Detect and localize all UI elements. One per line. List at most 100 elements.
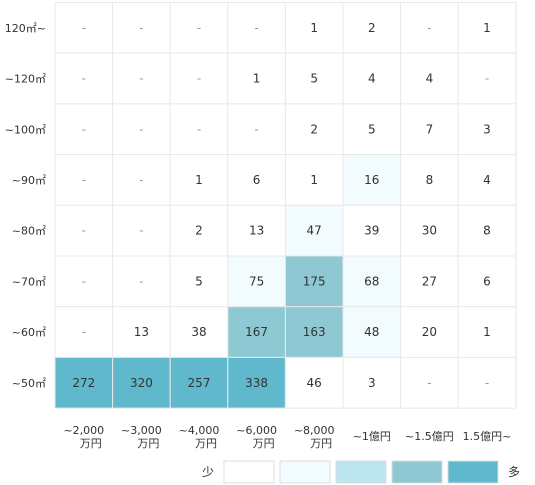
cell-value-label: 175 <box>303 274 326 288</box>
cell-value-label: 320 <box>130 376 153 390</box>
cell-value-label: 13 <box>249 224 264 238</box>
cell-value-label: - <box>197 122 201 136</box>
cell-value-label: - <box>139 122 143 136</box>
legend-swatch <box>447 460 499 484</box>
cell-value-label: - <box>139 274 143 288</box>
legend-low-label: 少 <box>202 465 214 479</box>
column-label-line: ~3,000 <box>121 424 162 437</box>
column-label-line: ~1.5億円 <box>405 430 454 443</box>
cell-value-label: 4 <box>426 72 434 86</box>
cell-value-label: 1 <box>483 325 491 339</box>
heatmap-cell <box>400 2 459 54</box>
cell-value-label: - <box>82 173 86 187</box>
row-label: 120㎡~ <box>5 22 46 35</box>
cell-value-label: 5 <box>368 122 376 136</box>
column-label-line: 万円 <box>195 437 217 450</box>
heatmap-cell <box>54 103 114 156</box>
heatmap-cell <box>169 306 229 358</box>
column-label: ~6,000 万円 <box>236 424 277 450</box>
cell-value-label: 20 <box>422 325 437 339</box>
heatmap-cell <box>400 52 459 105</box>
cell-value-label: - <box>139 173 143 187</box>
cell-value-label: 46 <box>307 376 322 390</box>
cell-value-label: 68 <box>364 274 379 288</box>
heatmap-cell <box>342 2 402 54</box>
column-label-line: ~2,000 <box>63 424 104 437</box>
cell-value-label: 5 <box>195 274 203 288</box>
cell-value-label: 48 <box>364 325 379 339</box>
heatmap-cell <box>112 356 171 409</box>
heatmap-cell <box>284 103 344 156</box>
cell-value-label: 4 <box>368 72 376 86</box>
cell-value-label: 2 <box>195 224 203 238</box>
legend-swatch <box>335 460 387 484</box>
cell-value-label: - <box>485 376 489 390</box>
column-label: 1.5億円~ <box>463 430 512 443</box>
heatmap-cell <box>457 356 517 409</box>
cell-value-label: 2 <box>310 122 318 136</box>
heatmap-cell <box>284 306 344 358</box>
cell-value-label: - <box>82 325 86 339</box>
cell-value-label: 6 <box>483 274 491 288</box>
heatmap-cell <box>54 255 114 308</box>
column-label-line: 万円 <box>253 437 275 450</box>
heatmap-cell <box>342 52 402 105</box>
heatmap-cell <box>457 306 517 358</box>
legend-high-label: 多 <box>508 465 520 479</box>
cell-value-label: - <box>139 21 143 35</box>
cell-value-label: 3 <box>483 122 491 136</box>
column-label-line: ~1億円 <box>353 430 391 443</box>
cell-value-label: 39 <box>364 224 379 238</box>
column-label-line: 万円 <box>137 437 159 450</box>
column-label: ~1億円 <box>353 430 391 443</box>
cell-value-label: 8 <box>426 173 434 187</box>
column-labels: ~2,000 万円~3,000 万円~4,000 万円~6,000 万円~8,000 万円… <box>63 424 511 450</box>
cell-value-label: 75 <box>249 274 264 288</box>
cell-value-label: 1 <box>310 21 318 35</box>
cell-value-label: - <box>427 376 431 390</box>
heatmap-cell <box>227 356 286 409</box>
cell-value-label: 7 <box>426 122 434 136</box>
cell-value-label: - <box>139 224 143 238</box>
cell-value-label: - <box>82 72 86 86</box>
heatmap-cell <box>457 2 517 54</box>
cell-value-label: - <box>82 224 86 238</box>
row-label: ~60㎡ <box>12 326 46 339</box>
cell-value-label: - <box>254 122 258 136</box>
heatmap-cell <box>284 154 344 206</box>
row-label: ~50㎡ <box>12 377 46 390</box>
cell-value-label: 47 <box>307 224 322 238</box>
column-label-line: ~6,000 <box>236 424 277 437</box>
heatmap-cell <box>342 255 402 308</box>
heatmap-cell <box>227 52 286 105</box>
legend: 少多 <box>202 460 520 484</box>
heatmap-cell <box>457 52 517 105</box>
heatmap-cell <box>169 52 229 105</box>
column-label: ~2,000 万円 <box>63 424 104 450</box>
heatmap-cell <box>112 2 171 54</box>
cell-value-label: 38 <box>191 325 206 339</box>
legend-swatch <box>223 460 275 484</box>
cell-value-label: - <box>82 274 86 288</box>
cell-value-label: 8 <box>483 224 491 238</box>
cell-value-label: - <box>427 21 431 35</box>
column-label-line: ~4,000 <box>179 424 220 437</box>
cell-value-label: 1 <box>310 173 318 187</box>
heatmap-cell <box>112 154 171 206</box>
cell-value-label: 13 <box>134 325 149 339</box>
cell-value-label: 338 <box>245 376 268 390</box>
heatmap-cell <box>284 356 344 409</box>
cell-value-label: - <box>82 122 86 136</box>
row-label: ~120㎡ <box>5 73 46 86</box>
cell-value-label: 163 <box>303 325 326 339</box>
heatmap-cell <box>54 356 114 409</box>
column-label: ~8,000 万円 <box>294 424 335 450</box>
cell-value-label: - <box>197 72 201 86</box>
cell-value-label: 272 <box>72 376 95 390</box>
heatmap-cell <box>227 255 286 308</box>
heatmap-cell <box>400 204 459 257</box>
heatmap-cell <box>400 154 459 206</box>
column-label-line: 万円 <box>80 437 102 450</box>
heatmap-cell <box>54 52 114 105</box>
